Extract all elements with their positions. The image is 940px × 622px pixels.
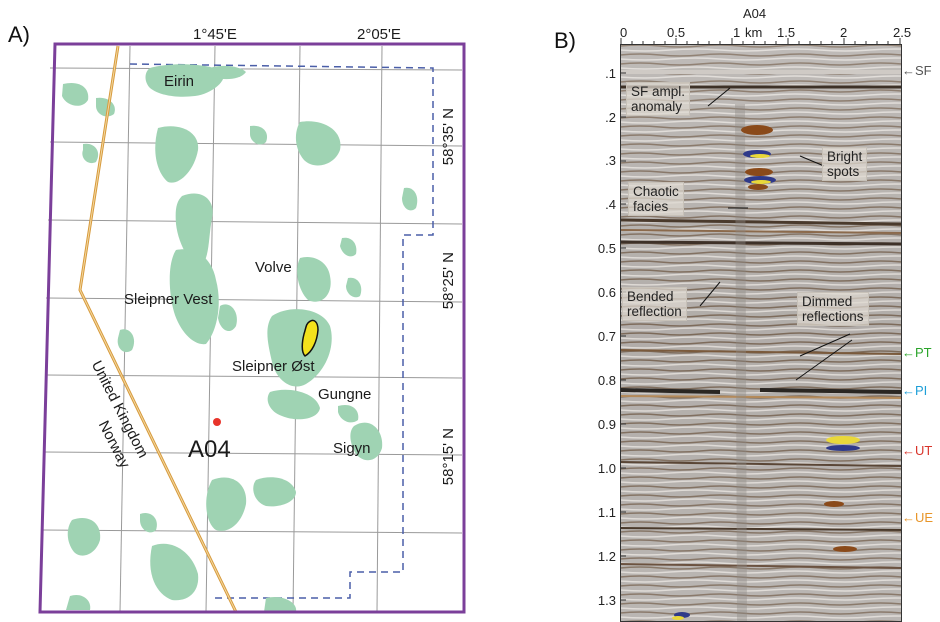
y-tick-1.0: 1.0: [597, 461, 616, 476]
horizon-label: PT: [915, 345, 932, 360]
longitude-label-2: 2°05'E: [357, 26, 401, 43]
x-tick-5: 2.5: [893, 25, 912, 40]
field-label-sigyn: Sigyn: [333, 440, 371, 457]
x-tick-4: 2: [840, 25, 848, 40]
annotation-sf-amplitude-anomaly: SF ampl. anomaly: [626, 82, 691, 116]
arrow-left-icon: ←: [902, 345, 915, 360]
seismic-section: [620, 44, 902, 622]
y-tick-0.2: .2: [605, 110, 616, 125]
horizon-marker-pi: ←PI: [902, 383, 927, 398]
arrow-left-icon: ←: [902, 63, 915, 78]
x-axis-ticks: [620, 38, 901, 45]
horizon-label: PI: [915, 383, 928, 398]
annotation-bended-reflection: Bended reflection: [622, 287, 687, 321]
y-tick-1.2: 1.2: [597, 549, 616, 564]
field-label-sleipner-vest: Sleipner Vest: [124, 291, 213, 308]
y-tick-1.1: 1.1: [597, 505, 616, 520]
panel-b-label: B): [554, 28, 576, 53]
x-tick-3: 1.5: [777, 25, 796, 40]
longitude-label-1: 1°45'E: [193, 26, 237, 43]
y-tick-0.8: 0.8: [597, 373, 616, 388]
annotation-dimmed-reflections: Dimmed reflections: [797, 292, 869, 326]
x-tick-0: 0: [620, 25, 628, 40]
y-tick-1.3: 1.3: [597, 593, 616, 608]
map-frame: [38, 42, 466, 614]
field-label-gungne: Gungne: [318, 386, 372, 403]
x-tick-2: 1: [733, 25, 741, 40]
licence-boundary: [129, 63, 434, 599]
well-label-b: A04: [743, 6, 767, 21]
bright-spot-anomalies: [672, 125, 860, 620]
horizon-label: UT: [915, 443, 933, 458]
horizon-label: SF: [915, 63, 932, 78]
y-tick-0.6: 0.6: [597, 285, 616, 300]
arrow-left-icon: ←: [902, 443, 915, 458]
latitude-label-2: 58°25' N: [440, 252, 457, 310]
horizon-marker-ut: ←UT: [902, 443, 932, 458]
latitude-label-1: 58°35' N: [440, 108, 457, 166]
panel-a-label: A): [8, 22, 30, 47]
horizon-marker-sf: ←SF: [902, 63, 932, 78]
field-label-eirin: Eirin: [164, 73, 195, 90]
y-tick-0.3: .3: [605, 153, 616, 168]
x-unit: km: [745, 25, 763, 40]
well-label: A04: [188, 436, 231, 463]
annotation-pointers: [699, 87, 853, 381]
annotation-chaotic-facies: Chaotic facies: [628, 182, 684, 216]
annotation-bright-spots: Bright spots: [822, 147, 868, 181]
x-tick-1: 0.5: [667, 25, 686, 40]
y-tick-0.9: 0.9: [597, 417, 616, 432]
y-tick-0.4: .4: [605, 197, 616, 212]
oil-gas-fields: [62, 64, 418, 612]
sleipner-ost-highlight: [301, 319, 319, 357]
y-tick-0.1: .1: [605, 66, 616, 81]
latitude-label-3: 58°15' N: [440, 428, 457, 486]
y-tick-0.5: 0.5: [597, 241, 616, 256]
seismic-horizons: [620, 70, 902, 622]
arrow-left-icon: ←: [902, 510, 915, 525]
location-map: [38, 42, 466, 614]
well-location-marker: [213, 418, 221, 426]
horizon-marker-pt: ←PT: [902, 345, 932, 360]
horizon-label: UE: [915, 510, 934, 525]
arrow-left-icon: ←: [902, 383, 915, 398]
y-tick-0.7: 0.7: [597, 329, 616, 344]
field-label-volve: Volve: [255, 259, 292, 276]
horizon-marker-ue: ←UE: [902, 510, 933, 525]
field-label-sleipner-ost: Sleipner Øst: [232, 358, 315, 375]
